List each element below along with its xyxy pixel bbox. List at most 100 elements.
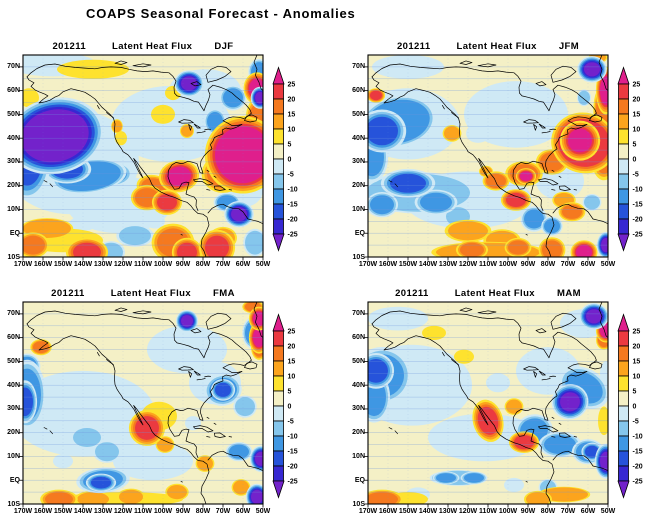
- colorbar-segment: [618, 173, 629, 190]
- gridlines: [23, 302, 263, 504]
- colorbar-tick-label: 15: [633, 112, 641, 119]
- lon-label: 120W: [458, 261, 478, 268]
- lon-label: 60W: [235, 261, 251, 268]
- coastline: [26, 55, 263, 257]
- lon-label: 110W: [479, 261, 497, 268]
- lat-label: 30N: [7, 405, 20, 413]
- colorbar-segment: [273, 128, 284, 145]
- colorbar-tick-label: -10: [633, 187, 643, 194]
- colorbar-segment: [618, 360, 629, 377]
- lon-label: 170W: [13, 261, 33, 268]
- anomaly-field: [23, 55, 263, 257]
- colorbar-arrow-down: [272, 233, 285, 252]
- colorbar-segment: [273, 360, 284, 377]
- colorbar-tick-label: -25: [288, 479, 298, 486]
- colorbar-segment: [273, 143, 284, 160]
- colorbar-segment: [618, 465, 629, 482]
- coastline: [371, 55, 608, 257]
- panel-title: 201211 Latent Heat Flux DJF: [23, 41, 263, 52]
- gridlines: [23, 55, 263, 257]
- axis-ticks: [364, 66, 609, 261]
- lon-label: 90W: [520, 261, 536, 268]
- lat-label: 50N: [7, 357, 20, 365]
- lon-label: 80W: [540, 261, 556, 268]
- lon-label: 110W: [134, 508, 152, 515]
- colorbar-segment: [618, 188, 629, 205]
- panel-jfm: 201211 Latent Heat Flux JFM 70N 60N 50N 40N 30N…: [345, 33, 652, 283]
- colorbar-segment: [273, 113, 284, 130]
- axis-ticks: [19, 313, 264, 508]
- colorbar-arrow-down: [617, 233, 630, 252]
- lat-label: 10S: [352, 500, 365, 508]
- lat-label: 10S: [7, 500, 20, 508]
- lon-label: 150W: [398, 261, 418, 268]
- colorbar-segment: [618, 390, 629, 407]
- lon-label: 100W: [153, 261, 173, 268]
- colorbar-segment: [618, 203, 629, 220]
- colorbar-segment: [273, 390, 284, 407]
- colorbar-segment: [618, 435, 629, 452]
- colorbar-segment: [273, 188, 284, 205]
- colorbar-tick-label: 5: [633, 389, 637, 396]
- lon-label: 140W: [418, 508, 438, 515]
- colorbar-tick-label: 10: [288, 127, 296, 134]
- colorbar-tick-label: 15: [288, 112, 296, 119]
- lon-label: 170W: [13, 508, 33, 515]
- colorbar-segment: [273, 98, 284, 115]
- panel-title: 201211 Latent Heat Flux MAM: [368, 288, 608, 299]
- colorbar-tick-label: 0: [633, 404, 637, 411]
- lon-label: 50W: [255, 508, 271, 515]
- colorbar-arrow-down: [617, 480, 630, 499]
- colorbar-tick-label: 10: [633, 127, 641, 134]
- lon-label: 130W: [93, 508, 113, 515]
- colorbar-djf: 25 20 15 10 5 0 -5 -10 -15 -20 -25: [272, 66, 298, 252]
- colorbar-arrow-up: [617, 66, 630, 85]
- lon-label: 60W: [235, 508, 251, 515]
- colorbar-tick-label: 15: [288, 359, 296, 366]
- lon-label: 50W: [255, 261, 271, 268]
- colorbar-tick-label: 10: [288, 374, 296, 381]
- colorbar-tick-label: 20: [633, 344, 641, 351]
- panel-variable: Latent Heat Flux: [110, 288, 192, 299]
- lon-label: 140W: [418, 261, 438, 268]
- lon-label: 70W: [215, 508, 231, 515]
- panel-init-date: 201211: [51, 288, 85, 299]
- colorbar-segment: [618, 450, 629, 467]
- colorbar-tick-label: -5: [288, 172, 294, 179]
- colorbar-segment: [273, 83, 284, 100]
- lat-label: 60N: [7, 334, 20, 342]
- colorbar-segment: [618, 158, 629, 175]
- lat-label: 60N: [352, 87, 365, 95]
- lon-label: 160W: [33, 508, 53, 515]
- lat-label: 50N: [7, 110, 20, 118]
- panel-init-date: 201211: [395, 288, 429, 299]
- colorbar-tick-label: -5: [288, 419, 294, 426]
- lat-label: 40N: [352, 381, 365, 389]
- lon-label: 70W: [560, 261, 576, 268]
- lon-label: 160W: [33, 261, 53, 268]
- colorbar-tick-label: 20: [288, 97, 296, 104]
- lon-label: 100W: [498, 508, 518, 515]
- colorbar-segment: [618, 83, 629, 100]
- lat-label: 10S: [7, 253, 20, 261]
- colorbar-tick-label: -15: [288, 449, 298, 456]
- panel-variable: Latent Heat Flux: [112, 41, 193, 52]
- colorbar-tick-label: -15: [633, 449, 643, 456]
- colorbar-tick-label: -20: [633, 217, 643, 224]
- colorbar-tick-label: 10: [633, 374, 641, 381]
- colorbar-tick-label: -25: [633, 479, 643, 486]
- lat-label: 20N: [7, 182, 20, 190]
- gridlines: [368, 55, 608, 257]
- map-fma: [19, 301, 264, 508]
- lon-label: 160W: [378, 261, 398, 268]
- colorbar-tick-label: -10: [288, 434, 298, 441]
- lat-label: 40N: [352, 134, 365, 142]
- colorbar-segment: [273, 405, 284, 422]
- lat-label: 10N: [7, 453, 20, 460]
- colorbar-segment: [273, 330, 284, 347]
- panel-init-date: 201211: [52, 41, 87, 52]
- lon-label: 60W: [580, 261, 596, 268]
- colorbar-fma: 25 20 15 10 5 0 -5 -10 -15 -20 -25: [272, 313, 298, 499]
- lon-label: 170W: [358, 261, 378, 268]
